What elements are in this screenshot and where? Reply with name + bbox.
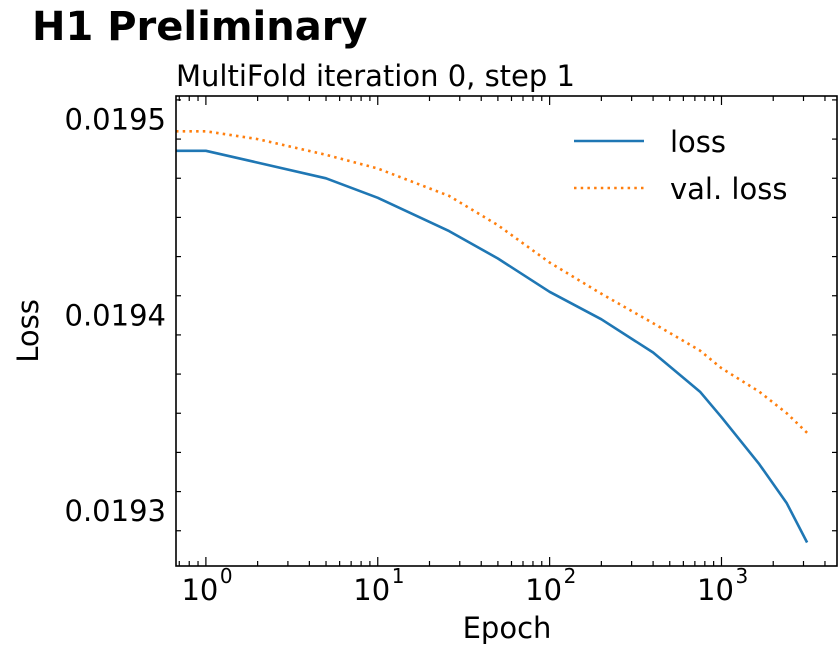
y-tick-label: 0.0194 bbox=[65, 298, 166, 332]
legend-label-val-loss: val. loss bbox=[670, 172, 787, 206]
y-axis-label: Loss bbox=[11, 299, 45, 363]
x-tick-exponent: 3 bbox=[735, 564, 748, 588]
x-tick-label: 10 3 bbox=[697, 564, 748, 607]
plot-area bbox=[175, 95, 838, 567]
x-tick-exponent: 0 bbox=[220, 564, 233, 588]
x-tick-exponent: 1 bbox=[392, 564, 405, 588]
x-tick-labels: 10 0 10 1 10 2 10 3 bbox=[181, 564, 748, 607]
x-tick-exponent: 2 bbox=[564, 564, 577, 588]
x-tick-label: 10 0 bbox=[181, 564, 232, 607]
series-line-val-loss bbox=[176, 130, 809, 434]
x-tick-label: 10 1 bbox=[353, 564, 404, 607]
series-line-loss bbox=[176, 149, 809, 544]
chart-title: MultiFold iteration 0, step 1 bbox=[176, 59, 575, 93]
y-tick-label: 0.0193 bbox=[65, 494, 166, 528]
x-tick-base: 10 bbox=[353, 573, 390, 607]
series-layer bbox=[176, 130, 809, 544]
legend-label-loss: loss bbox=[670, 125, 726, 159]
axes-frame bbox=[175, 95, 838, 567]
x-tick-label: 10 2 bbox=[525, 564, 576, 607]
x-axis-label: Epoch bbox=[463, 611, 552, 645]
x-tick-base: 10 bbox=[697, 573, 734, 607]
y-tick-label: 0.0195 bbox=[65, 103, 166, 137]
x-tick-base: 10 bbox=[181, 573, 218, 607]
x-tick-base: 10 bbox=[525, 573, 562, 607]
y-tick-labels: 0.0195 0.0194 0.0193 bbox=[65, 103, 166, 529]
banner-title: H1 Preliminary bbox=[32, 4, 368, 50]
legend: loss val. loss bbox=[574, 125, 787, 206]
ticks-layer bbox=[176, 96, 837, 566]
